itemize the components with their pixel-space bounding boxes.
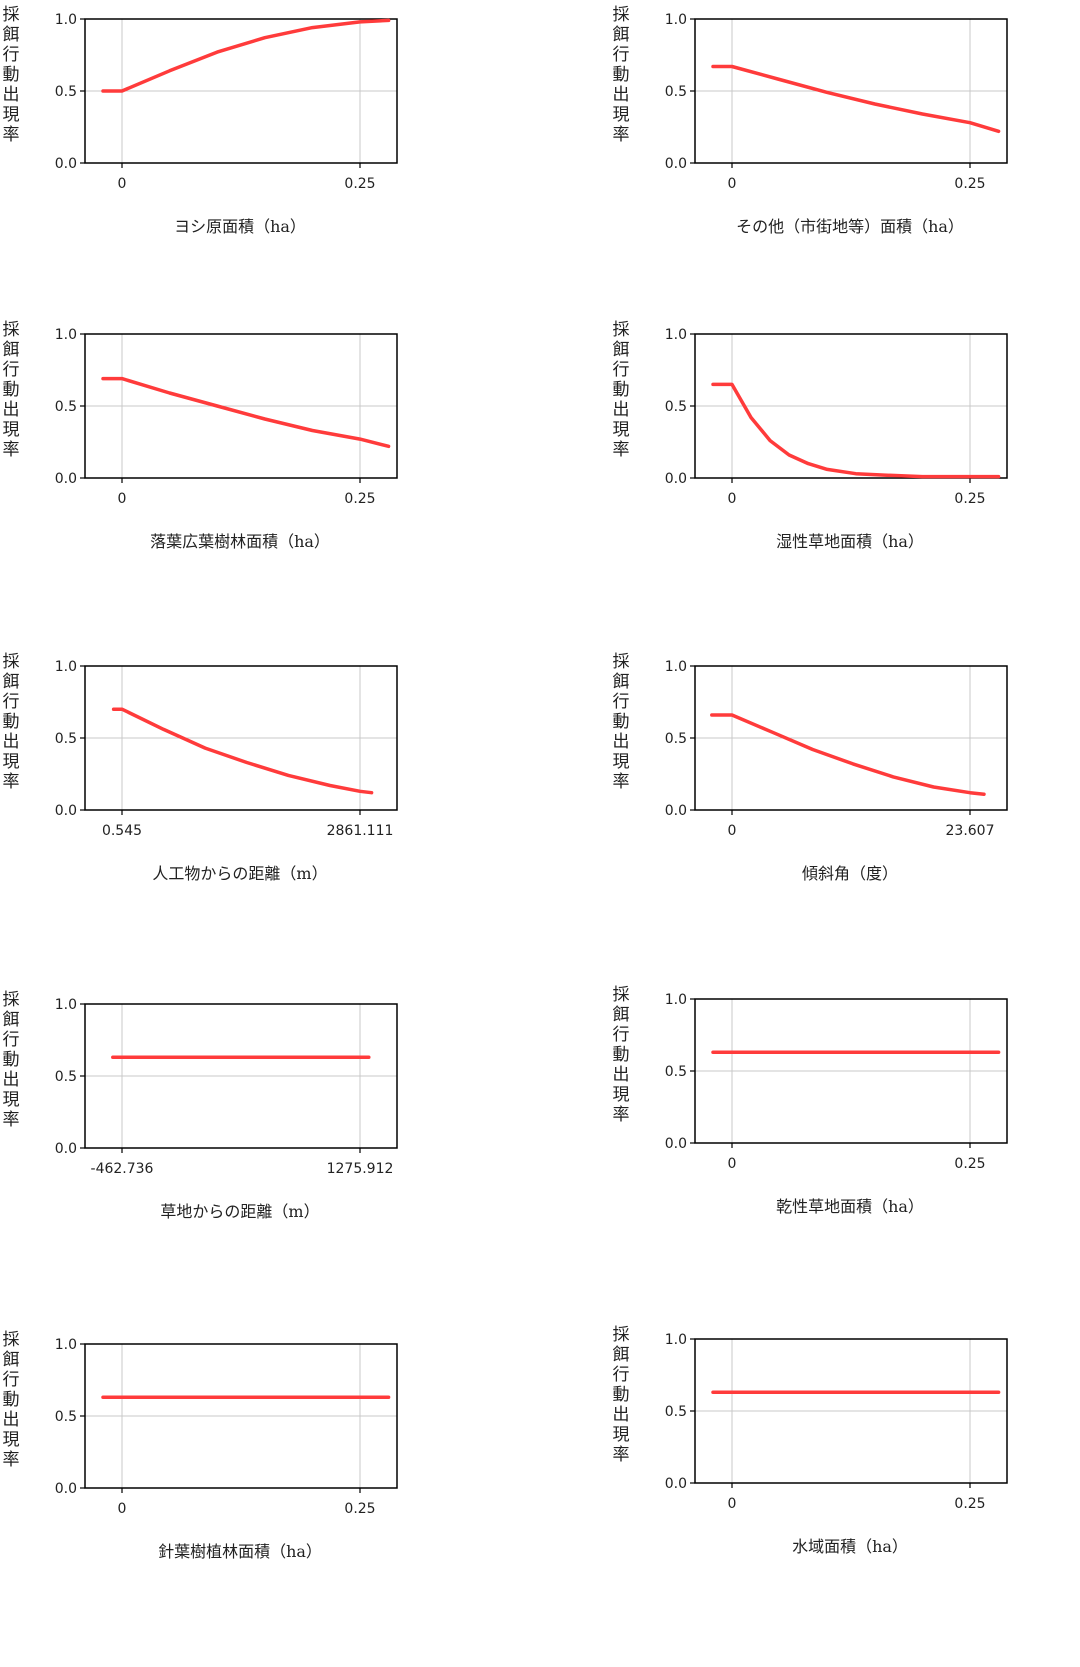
x-tick-label: 0 xyxy=(728,491,737,507)
series-line xyxy=(101,376,391,449)
y-tick-label: 0.0 xyxy=(665,1136,687,1152)
plot-area: 0.0 0.5 1.0 0 0.25 xyxy=(665,992,1008,1172)
x-axis-label: 湿性草地面積（ha） xyxy=(776,532,924,551)
x-tick-label: 0.25 xyxy=(954,176,985,192)
chart-panel-4: 採餌行動出現率 0.0 0.5 1.0 0 0.25 湿性草地面積（ha） xyxy=(610,320,1080,570)
y-tick-label: 0.0 xyxy=(665,156,687,172)
plot-area: 0.0 0.5 1.0 0.545 2861.111 xyxy=(55,659,398,839)
x-axis-label: その他（市街地等）面積（ha） xyxy=(736,217,964,236)
chart-panel-10: 採餌行動出現率 0.0 0.5 1.0 0 0.25 水域面積（ha） xyxy=(610,1325,1080,1575)
x-axis-label: 乾性草地面積（ha） xyxy=(776,1197,924,1216)
y-tick-label: 1.0 xyxy=(665,327,687,343)
x-tick-label: 1275.912 xyxy=(327,1161,394,1177)
y-tick-label: 1.0 xyxy=(665,992,687,1008)
chart-panel-2: 採餌行動出現率 0.0 0.5 1.0 0 0.25 その他（市街地等）面積（ha） xyxy=(610,5,1080,255)
plot-area: 0.0 0.5 1.0 0 23.607 xyxy=(665,659,1008,839)
x-tick-label: 0.25 xyxy=(344,491,375,507)
y-tick-label: 0.0 xyxy=(55,1141,77,1157)
x-axis-label: 落葉広葉樹林面積（ha） xyxy=(150,532,330,551)
y-axis-label: 採餌行動出現率 xyxy=(612,320,630,460)
chart-panel-7: 採餌行動出現率 0.0 0.5 1.0 -462.736 1275.912 草地からの距離（… xyxy=(0,990,500,1240)
y-tick-label: 0.5 xyxy=(665,1404,687,1420)
chart-panel-3: 採餌行動出現率 0.0 0.5 1.0 0 0.25 落葉広葉樹林面積（ha） xyxy=(0,320,500,570)
y-tick-label: 1.0 xyxy=(55,1337,77,1353)
x-tick-label: 0.25 xyxy=(344,1501,375,1517)
y-tick-label: 0.0 xyxy=(55,471,77,487)
x-tick-label: 0 xyxy=(728,823,737,839)
x-tick-label: 0.25 xyxy=(954,1156,985,1172)
y-axis-label: 採餌行動出現率 xyxy=(2,652,20,792)
chart-panel-5: 採餌行動出現率 0.0 0.5 1.0 0.545 2861.111 人工物からの距離（m） xyxy=(0,652,500,902)
y-axis-label: 採餌行動出現率 xyxy=(612,652,630,792)
x-tick-label: 0.25 xyxy=(344,176,375,192)
chart-panel-1: 採餌行動出現率 0.0 0.5 1.0 0 0.25 ヨシ原面積（ha） xyxy=(0,5,500,255)
y-tick-label: 1.0 xyxy=(665,659,687,675)
y-axis-label: 採餌行動出現率 xyxy=(612,5,630,145)
y-tick-label: 1.0 xyxy=(665,1332,687,1348)
y-tick-label: 0.0 xyxy=(55,1481,77,1497)
plot-area: 0.0 0.5 1.0 0 0.25 xyxy=(55,327,398,507)
chart-panel-6: 採餌行動出現率 0.0 0.5 1.0 0 23.607 傾斜角（度） xyxy=(610,652,1080,902)
x-tick-label: 2861.111 xyxy=(327,823,394,839)
y-tick-label: 0.0 xyxy=(55,803,77,819)
series-line xyxy=(711,64,1001,134)
x-tick-label: 0 xyxy=(118,176,127,192)
y-tick-label: 1.0 xyxy=(55,997,77,1013)
y-tick-label: 0.5 xyxy=(665,399,687,415)
y-tick-label: 1.0 xyxy=(665,12,687,28)
y-tick-label: 0.5 xyxy=(665,1064,687,1080)
series-line xyxy=(711,382,1001,479)
y-axis-label: 採餌行動出現率 xyxy=(2,990,20,1130)
plot-area: 0.0 0.5 1.0 -462.736 1275.912 xyxy=(55,997,398,1177)
series-line xyxy=(710,713,986,796)
x-tick-label: 0 xyxy=(118,1501,127,1517)
plot-area: 0.0 0.5 1.0 0 0.25 xyxy=(665,1332,1008,1512)
y-tick-label: 0.0 xyxy=(665,803,687,819)
x-axis-label: ヨシ原面積（ha） xyxy=(174,217,306,236)
y-tick-label: 0.5 xyxy=(55,1409,77,1425)
x-tick-label: 0 xyxy=(118,491,127,507)
plot-area: 0.0 0.5 1.0 0 0.25 xyxy=(665,12,1008,192)
y-tick-label: 0.5 xyxy=(55,1069,77,1085)
chart-panel-8: 採餌行動出現率 0.0 0.5 1.0 0 0.25 乾性草地面積（ha） xyxy=(610,985,1080,1235)
x-axis-label: 傾斜角（度） xyxy=(801,864,898,883)
y-axis-label: 採餌行動出現率 xyxy=(2,1330,20,1470)
y-axis-label: 採餌行動出現率 xyxy=(2,5,20,145)
x-axis-label: 人工物からの距離（m） xyxy=(152,864,328,883)
series-line xyxy=(111,707,374,795)
y-axis-label: 採餌行動出現率 xyxy=(612,1325,630,1465)
y-axis-label: 採餌行動出現率 xyxy=(612,985,630,1125)
x-tick-label: 0 xyxy=(728,1156,737,1172)
x-axis-label: 針葉樹植林面積（ha） xyxy=(158,1542,322,1561)
y-tick-label: 0.5 xyxy=(665,84,687,100)
x-tick-label: 0 xyxy=(728,176,737,192)
y-tick-label: 0.5 xyxy=(55,731,77,747)
y-tick-label: 0.5 xyxy=(55,399,77,415)
y-tick-label: 0.0 xyxy=(55,156,77,172)
plot-area: 0.0 0.5 1.0 0 0.25 xyxy=(55,1337,398,1517)
x-tick-label: 0.25 xyxy=(954,491,985,507)
y-tick-label: 0.5 xyxy=(55,84,77,100)
x-tick-label: 23.607 xyxy=(946,823,995,839)
x-axis-label: 水域面積（ha） xyxy=(792,1537,908,1556)
chart-panel-9: 採餌行動出現率 0.0 0.5 1.0 0 0.25 針葉樹植林面積（ha） xyxy=(0,1330,500,1580)
y-tick-label: 1.0 xyxy=(55,659,77,675)
y-tick-label: 0.5 xyxy=(665,731,687,747)
x-tick-label: 0 xyxy=(728,1496,737,1512)
x-tick-label: -462.736 xyxy=(91,1161,154,1177)
plot-area: 0.0 0.5 1.0 0 0.25 xyxy=(55,12,398,192)
y-tick-label: 1.0 xyxy=(55,327,77,343)
x-tick-label: 0.25 xyxy=(954,1496,985,1512)
y-axis-label: 採餌行動出現率 xyxy=(2,320,20,460)
y-tick-label: 1.0 xyxy=(55,12,77,28)
y-tick-label: 0.0 xyxy=(665,471,687,487)
plot-area: 0.0 0.5 1.0 0 0.25 xyxy=(665,327,1008,507)
series-line xyxy=(101,18,391,93)
y-tick-label: 0.0 xyxy=(665,1476,687,1492)
x-tick-label: 0.545 xyxy=(102,823,142,839)
x-axis-label: 草地からの距離（m） xyxy=(160,1202,320,1221)
